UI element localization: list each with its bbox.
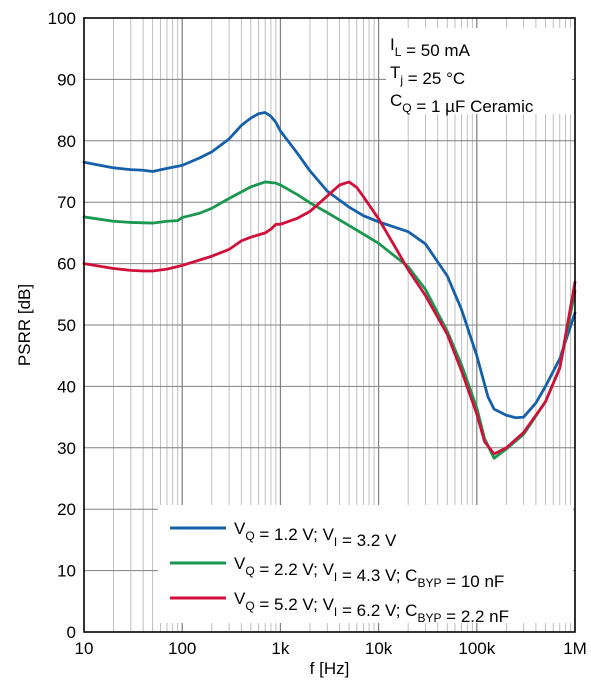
legend-label-text: V: [234, 589, 246, 608]
legend-label-text: = 3.2 V: [337, 531, 397, 550]
legend-label-subscript: BYP: [417, 611, 441, 625]
x-tick-label: 10: [75, 639, 94, 658]
x-axis-title: f [Hz]: [310, 659, 350, 678]
legend-label: VQ = 5.2 V; VI = 6.2 V; CBYP = 2.2 nF: [234, 589, 509, 626]
legend-label: VQ = 2.2 V; VI = 4.3 V; CBYP = 10 nF: [234, 554, 504, 591]
legend-label-subscript: Q: [245, 529, 254, 543]
annotation-line-text: I: [390, 35, 395, 54]
y-tick-label: 100: [48, 9, 76, 28]
y-tick-label: 70: [57, 193, 76, 212]
y-tick-label: 0: [67, 623, 76, 642]
annotation-line-text: = 25 °C: [403, 69, 465, 88]
annotation-line-text: = 1 µF Ceramic: [412, 97, 534, 116]
annotation-line-text: = 50 mA: [401, 41, 470, 60]
annotation-line-subscript: j: [399, 73, 403, 87]
x-tick-label: 100: [168, 639, 196, 658]
annotation-line: Tj = 25 °C: [390, 63, 465, 88]
legend-label-subscript: I: [334, 535, 337, 549]
legend-label-text: = 1.2 V; V: [255, 525, 335, 544]
y-tick-label: 90: [57, 70, 76, 89]
legend-label: VQ = 1.2 V; VI = 3.2 V: [234, 519, 397, 550]
annotation-line: CQ = 1 µF Ceramic: [390, 91, 534, 116]
x-tick-label: 1k: [271, 639, 289, 658]
legend-label-text: = 2.2 V; V: [255, 560, 335, 579]
legend-label-text: = 2.2 nF: [441, 607, 509, 626]
legend-label-subscript: Q: [245, 564, 254, 578]
legend-label-subscript: I: [334, 570, 337, 584]
legend-background: [158, 505, 573, 623]
annotation-line: IL = 50 mA: [390, 35, 471, 60]
plot-frame: [83, 17, 576, 633]
legend-label-text: = 10 nF: [441, 572, 504, 591]
annotation-line-subscript: L: [395, 45, 402, 59]
annotation-background: [386, 28, 572, 114]
y-axis-title: PSRR [dB]: [15, 284, 34, 366]
y-tick-label: 50: [57, 316, 76, 335]
x-tick-label: 100k: [458, 639, 495, 658]
annotation-line-text: T: [390, 63, 400, 82]
legend: VQ = 1.2 V; VI = 3.2 VVQ = 2.2 V; VI = 4…: [158, 505, 573, 626]
series-line-3: [82, 180, 577, 456]
legend-label-subscript: I: [334, 605, 337, 619]
y-tick-label: 60: [57, 255, 76, 274]
y-tick-label: 20: [57, 500, 76, 519]
legend-label-subscript: BYP: [417, 576, 441, 590]
annotation-line-text: C: [390, 91, 402, 110]
series-lines: [82, 111, 577, 460]
x-tick-label: 1M: [563, 639, 587, 658]
legend-label-text: = 6.2 V; C: [337, 601, 417, 620]
series-line-1: [82, 111, 577, 420]
legend-label-subscript: Q: [245, 599, 254, 613]
legend-label-text: = 4.3 V; C: [337, 566, 417, 585]
legend-label-text: V: [234, 519, 246, 538]
y-tick-label: 30: [57, 439, 76, 458]
legend-label-text: V: [234, 554, 246, 573]
y-tick-label: 10: [57, 562, 76, 581]
legend-label-text: = 5.2 V; V: [255, 595, 335, 614]
series-line-2: [82, 180, 577, 460]
annotation-line-subscript: Q: [402, 101, 411, 115]
y-tick-label: 80: [57, 132, 76, 151]
x-tick-label: 10k: [365, 639, 393, 658]
y-tick-label: 40: [57, 377, 76, 396]
